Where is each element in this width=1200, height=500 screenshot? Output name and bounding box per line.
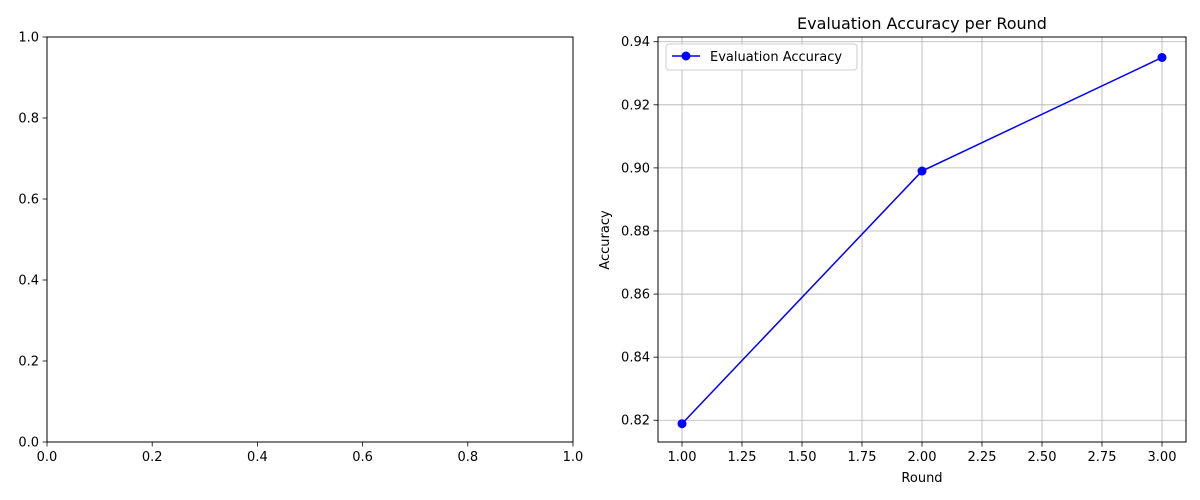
- legend-marker: [681, 51, 691, 61]
- legend-box: [665, 43, 858, 71]
- y-tick-label: 0.2: [18, 355, 39, 370]
- y-tick-label: 0.8: [18, 112, 39, 127]
- data-point: [677, 419, 687, 429]
- accuracy-grid: [658, 37, 1186, 442]
- y-tick-label: 0.84: [621, 351, 650, 366]
- x-tick-label: 3.00: [1148, 450, 1177, 465]
- empty-axes-x-ticks: 0.0 0.2 0.4 0.6 0.8 1.0: [37, 442, 584, 465]
- y-tick-label: 0.88: [621, 224, 650, 239]
- x-tick-label: 1.25: [728, 450, 757, 465]
- data-point: [917, 166, 927, 176]
- data-point: [1157, 53, 1167, 63]
- x-tick-label: 1.00: [668, 450, 697, 465]
- legend: Evaluation Accuracy: [665, 43, 858, 71]
- x-tick-label: 2.75: [1088, 450, 1117, 465]
- x-tick-label: 2.00: [908, 450, 937, 465]
- x-tick-label: 1.75: [848, 450, 877, 465]
- empty-axes: 0.0 0.2 0.4 0.6 0.8 1.0 0.0 0.2 0.4 0.6 0.8 1.0: [18, 31, 583, 466]
- x-tick-label: 1.0: [563, 450, 584, 465]
- series-markers-evaluation-accuracy: [677, 53, 1167, 429]
- accuracy-x-ticks: 1.00 1.25 1.50 1.75 2.00 2.25 2.50 2.75 3.00: [668, 442, 1177, 465]
- y-tick-label: 1.0: [18, 31, 39, 46]
- y-tick-label: 0.6: [18, 193, 39, 208]
- empty-axes-frame: [46, 36, 574, 443]
- x-axis-label: Round: [901, 471, 942, 486]
- accuracy-axes-frame: [657, 36, 1187, 443]
- y-tick-label: 0.94: [621, 35, 650, 50]
- x-tick-label: 2.25: [968, 450, 997, 465]
- y-tick-label: 0.82: [621, 414, 650, 429]
- y-tick-label: 0.86: [621, 288, 650, 303]
- x-tick-label: 0.2: [142, 450, 163, 465]
- empty-axes-y-ticks: 0.0 0.2 0.4 0.6 0.8 1.0: [18, 31, 47, 451]
- y-tick-label: 0.92: [621, 98, 650, 113]
- chart-title: Evaluation Accuracy per Round: [797, 14, 1047, 33]
- legend-label: Evaluation Accuracy: [710, 50, 842, 65]
- y-tick-label: 0.90: [621, 161, 650, 176]
- x-tick-label: 0.4: [247, 450, 268, 465]
- x-tick-label: 0.6: [352, 450, 373, 465]
- y-axis-label: Accuracy: [598, 210, 613, 270]
- accuracy-axes: 1.00 1.25 1.50 1.75 2.00 2.25 2.50 2.75 3.00 0.8…: [598, 14, 1187, 486]
- x-tick-label: 0.8: [457, 450, 478, 465]
- accuracy-y-ticks: 0.82 0.84 0.86 0.88 0.90 0.92 0.94: [621, 35, 658, 429]
- x-tick-label: 1.50: [788, 450, 817, 465]
- y-tick-label: 0.4: [18, 274, 39, 289]
- y-tick-label: 0.0: [18, 436, 39, 451]
- x-tick-label: 2.50: [1028, 450, 1057, 465]
- x-tick-label: 0.0: [37, 450, 58, 465]
